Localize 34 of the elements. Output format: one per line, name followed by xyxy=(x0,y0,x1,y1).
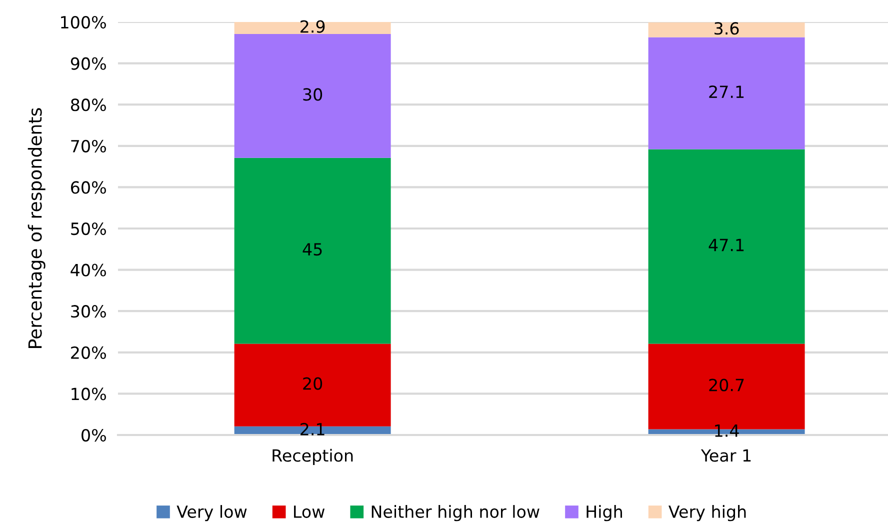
legend-label: Low xyxy=(294,506,325,518)
y-tick-label: 0% xyxy=(82,428,106,442)
y-tick-label: 80% xyxy=(70,98,106,112)
legend-label: Very low xyxy=(176,505,247,522)
y-tick-label: 50% xyxy=(71,222,106,236)
y-tick-label: 40% xyxy=(70,264,106,276)
x-tick-label: Reception xyxy=(272,448,353,466)
data-label: 27.1 xyxy=(709,85,744,98)
y-tick-label: 100% xyxy=(61,16,106,29)
legend-label: Very high xyxy=(668,505,746,522)
y-tick-label: 30% xyxy=(71,305,106,318)
y-tick-label: 70% xyxy=(71,140,106,152)
data-label: 2.9 xyxy=(300,20,325,33)
data-label: 30 xyxy=(303,88,322,101)
data-label: 3.6 xyxy=(714,22,739,35)
y-tick-label: 20% xyxy=(71,346,106,359)
y-tick-label: 10% xyxy=(72,388,106,400)
y-axis-title: Percentage of respondents xyxy=(28,108,46,348)
data-label: 2.1 xyxy=(300,422,324,436)
data-label: 20.7 xyxy=(709,378,744,392)
legend-label: Neither high nor low xyxy=(372,505,540,522)
y-tick-label: 60% xyxy=(71,181,106,194)
data-label: 45 xyxy=(302,243,322,256)
bar xyxy=(234,158,391,344)
bar xyxy=(648,149,805,344)
data-label: 20 xyxy=(303,377,322,390)
y-tick-label: 90% xyxy=(70,57,106,70)
bar xyxy=(648,22,805,38)
data-label: 47.1 xyxy=(708,238,744,252)
bar xyxy=(234,22,391,34)
bar xyxy=(648,37,805,150)
legend-label: High xyxy=(586,505,622,522)
bar xyxy=(234,34,391,158)
x-tick-label: Year 1 xyxy=(700,449,751,462)
